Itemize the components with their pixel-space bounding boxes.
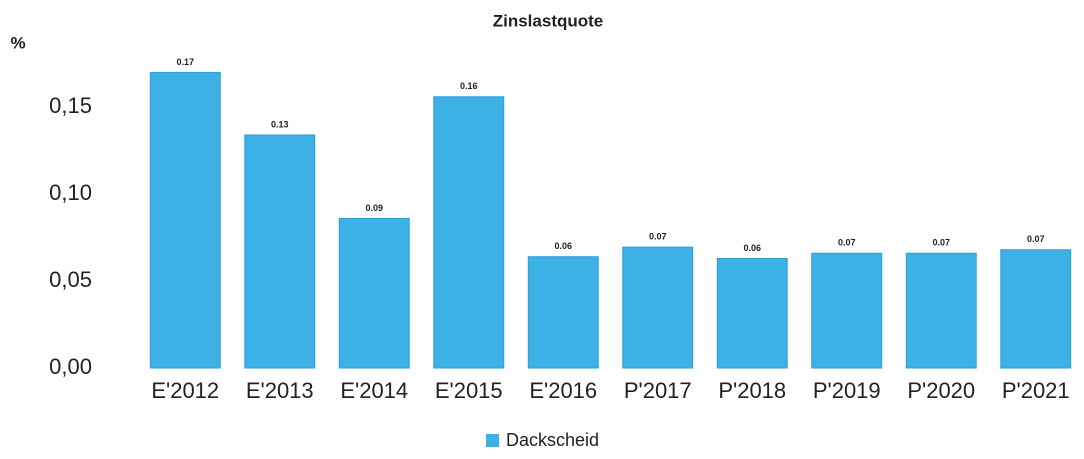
chart-title: Zinslastquote bbox=[493, 11, 604, 30]
value-label: 0.07 bbox=[932, 238, 950, 248]
x-tick-label: E'2016 bbox=[529, 378, 597, 403]
x-tick-label: P'2017 bbox=[624, 378, 692, 403]
x-tick-label: P'2021 bbox=[1002, 378, 1070, 403]
y-axis-label: % bbox=[10, 33, 25, 52]
legend-swatch bbox=[486, 434, 499, 447]
y-tick-label: 0,10 bbox=[49, 180, 92, 205]
x-tick-label: P'2019 bbox=[813, 378, 881, 403]
x-tick-label: P'2020 bbox=[907, 378, 975, 403]
bar bbox=[716, 257, 788, 369]
value-label: 0.16 bbox=[460, 81, 478, 91]
bar bbox=[433, 96, 505, 369]
y-tick-label: 0,15 bbox=[49, 93, 92, 118]
y-tick-label: 0,00 bbox=[49, 354, 92, 379]
x-tick-label: E'2013 bbox=[246, 378, 314, 403]
y-tick-label: 0,05 bbox=[49, 267, 92, 292]
bar bbox=[811, 252, 883, 369]
value-label: 0.09 bbox=[365, 203, 383, 213]
value-label: 0.07 bbox=[649, 232, 667, 242]
value-label: 0.13 bbox=[271, 119, 289, 129]
value-label: 0.07 bbox=[838, 238, 856, 248]
bar bbox=[527, 256, 599, 369]
bar bbox=[905, 252, 977, 369]
x-tick-label: E'2012 bbox=[151, 378, 219, 403]
value-label: 0.06 bbox=[743, 243, 761, 253]
x-tick-label: P'2018 bbox=[718, 378, 786, 403]
bar bbox=[244, 134, 316, 369]
value-label: 0.06 bbox=[554, 241, 572, 251]
legend-label: Dackscheid bbox=[506, 430, 599, 450]
x-tick-label: E'2015 bbox=[435, 378, 503, 403]
x-tick-label: E'2014 bbox=[340, 378, 408, 403]
bar bbox=[338, 217, 410, 369]
bar bbox=[1000, 249, 1072, 369]
bar bbox=[149, 71, 221, 369]
value-label: 0.17 bbox=[176, 57, 194, 67]
value-label: 0.07 bbox=[1027, 234, 1045, 244]
bar bbox=[622, 246, 694, 369]
